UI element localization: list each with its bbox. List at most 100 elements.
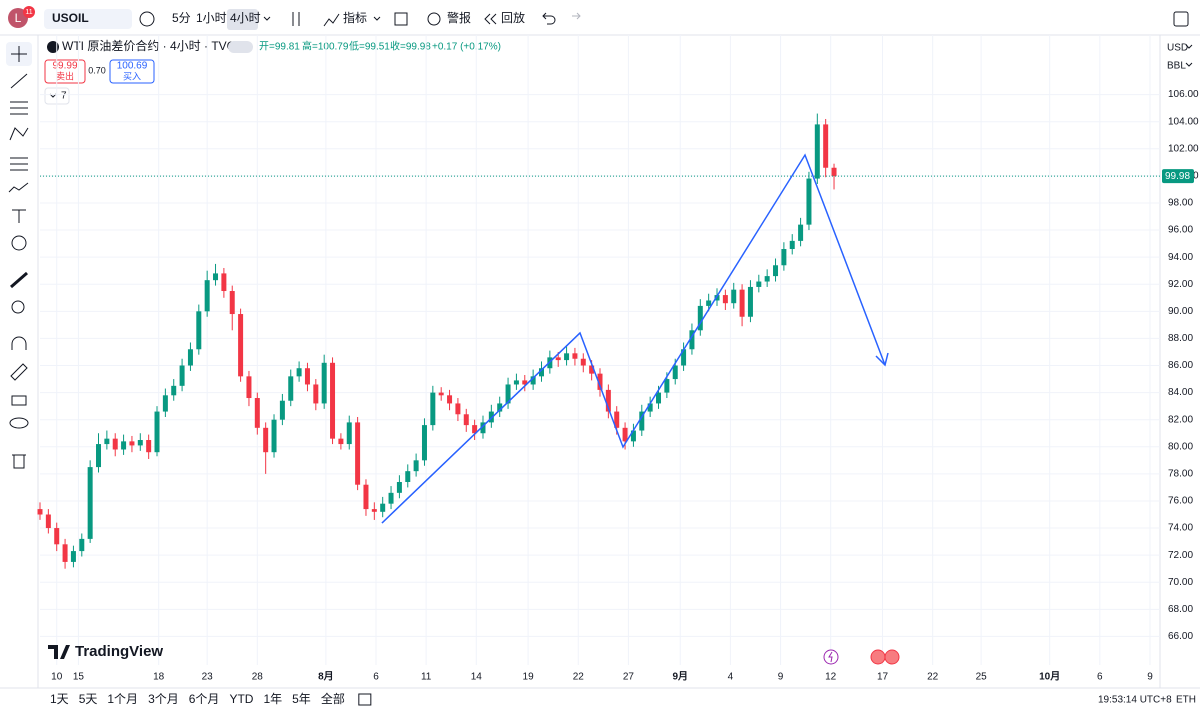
candle-body (438, 392, 444, 396)
range-button[interactable]: YTD (229, 692, 253, 706)
range-button[interactable]: 全部 (321, 691, 345, 706)
candle-body (630, 430, 636, 442)
avatar[interactable] (8, 8, 28, 28)
candle-body (497, 403, 503, 412)
range-button[interactable]: 1个月 (107, 692, 138, 706)
x-tick-label: 11 (421, 672, 432, 683)
candle-body (413, 460, 419, 472)
x-tick-label: 22 (573, 672, 585, 683)
candle-body (405, 471, 411, 483)
candle-body (363, 484, 369, 510)
x-tick-label: 9 (1147, 672, 1153, 683)
candle-body (396, 482, 402, 493)
delete-tool[interactable] (12, 454, 26, 469)
y-tick-label: 78.00 (1168, 469, 1193, 480)
candle-body (747, 286, 753, 317)
candle-body (814, 124, 820, 179)
sell-button[interactable] (44, 59, 86, 84)
brush-tool[interactable] (8, 182, 29, 193)
text-tool[interactable] (12, 209, 26, 223)
candle-body (647, 403, 653, 412)
hide-tool[interactable] (9, 417, 29, 429)
trend-line[interactable] (381, 332, 581, 524)
event-icon[interactable] (870, 649, 886, 665)
candle-body (238, 314, 244, 377)
candle-body (522, 380, 528, 385)
interval[interactable]: 1小时 (196, 11, 227, 25)
range-button[interactable]: 1年 (263, 692, 282, 706)
emoji-tool[interactable] (11, 235, 27, 251)
ruler-tool[interactable] (10, 271, 28, 289)
event-icon[interactable] (884, 649, 900, 665)
candle-body (304, 368, 310, 385)
legend-low: 低=99.51 (349, 40, 390, 53)
candle-body (488, 411, 494, 423)
candle-body (589, 365, 595, 374)
candle-body (355, 422, 361, 485)
clock: 19:53:14 UTC+8 (1098, 695, 1172, 706)
range-button[interactable]: 1天 (50, 692, 69, 706)
x-tick-label: 28 (252, 672, 264, 683)
candle-body (831, 167, 837, 177)
fib-tool[interactable] (10, 101, 28, 115)
trend-tool[interactable] (10, 73, 28, 89)
crosshair-tool[interactable] (11, 46, 27, 62)
interval[interactable]: 4小时 (230, 11, 261, 25)
candle-body (45, 514, 51, 529)
chevron[interactable] (263, 16, 271, 21)
y-tick-label: 102.00 (1168, 143, 1199, 154)
candle-body (271, 419, 277, 453)
draw-lock-tool[interactable] (10, 363, 28, 381)
magnet-tool[interactable] (11, 336, 27, 350)
candle-body (664, 379, 670, 393)
candle-body (605, 389, 611, 412)
add-icon[interactable] (139, 11, 155, 27)
range-button[interactable]: 5天 (79, 692, 98, 706)
interval[interactable]: 5分 (172, 11, 191, 25)
candle-body (121, 441, 127, 450)
lock-tool[interactable] (11, 395, 27, 406)
candle-body (447, 395, 453, 404)
candle-body (187, 349, 193, 366)
zoom-tool[interactable] (11, 300, 25, 314)
y-tick-label: 94.00 (1168, 252, 1193, 263)
forecast-tool[interactable] (10, 157, 28, 171)
range-button[interactable]: 5年 (292, 692, 311, 706)
replay[interactable]: 回放 (501, 10, 525, 25)
legend-change: +0.17 (+0.17%) (432, 42, 501, 53)
candle-body (154, 411, 160, 453)
y-tick-label: 88.00 (1168, 333, 1193, 344)
buy-button[interactable] (109, 59, 155, 84)
alerts[interactable]: 警报 (447, 10, 471, 25)
fullscreen[interactable] (1173, 11, 1189, 27)
candle-body (806, 178, 812, 225)
candle-body (430, 392, 436, 426)
candle-body (480, 422, 486, 434)
footer: 1天 5天 1个月 3个月 6个月 YTD 1年 5年 全部 (50, 691, 372, 706)
x-tick-label: 10 (51, 672, 63, 683)
pattern-tool[interactable] (9, 127, 29, 141)
chevron[interactable] (373, 16, 381, 21)
layout-icon[interactable] (394, 12, 408, 26)
symbol-box[interactable] (44, 9, 132, 29)
session[interactable]: ETH (1176, 695, 1196, 706)
candle-body (70, 551, 76, 562)
indicators[interactable]: 指标 (343, 10, 367, 25)
candle-icon[interactable] (292, 12, 300, 26)
candle-body (263, 427, 269, 453)
redo[interactable] (572, 12, 581, 20)
badge-count: 11 (25, 9, 32, 16)
buy-label: 买入 (123, 71, 141, 81)
undo[interactable] (542, 12, 556, 25)
unit[interactable]: BBL (1167, 61, 1186, 72)
range-button[interactable]: 6个月 (189, 692, 220, 706)
replay-icon (484, 13, 497, 25)
currency[interactable]: USD (1167, 43, 1188, 54)
legend-pill[interactable] (228, 41, 253, 53)
range-button[interactable]: 3个月 (148, 692, 179, 706)
x-tick-label: 6 (373, 672, 379, 683)
candle-body (823, 124, 829, 168)
y-tick-label: 90.00 (1168, 306, 1193, 317)
brand-logo (48, 645, 70, 659)
y-tick-label: 86.00 (1168, 360, 1193, 371)
